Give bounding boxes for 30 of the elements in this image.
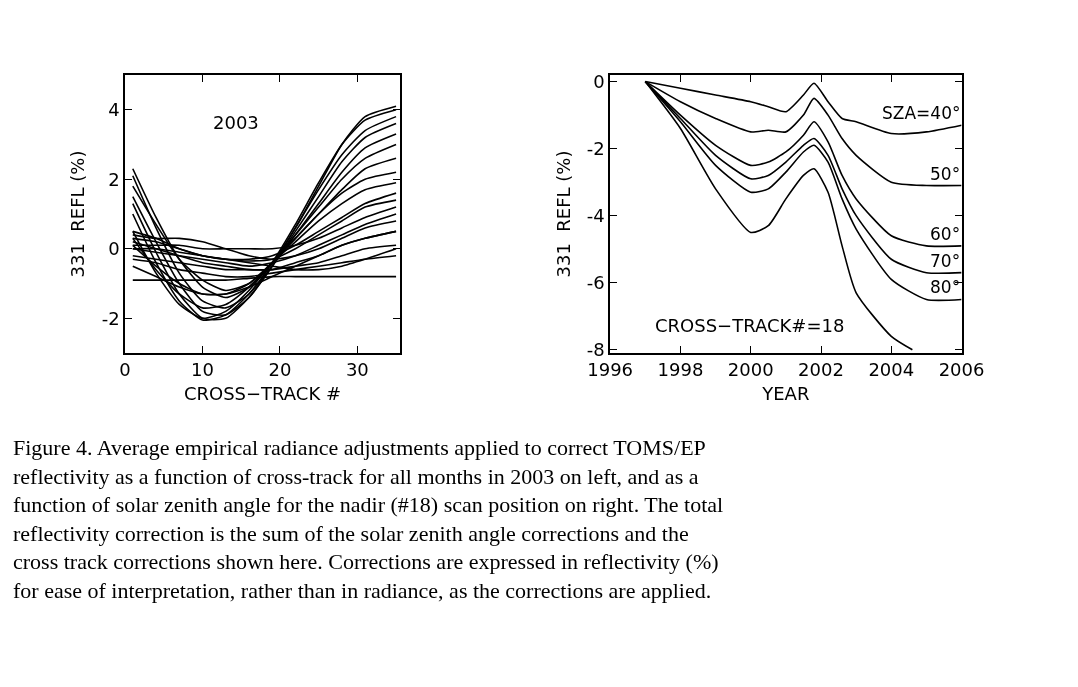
x-tick-label: 2004 (868, 359, 915, 381)
x-tick-label: 1998 (657, 359, 704, 381)
x-tick-label: 2002 (798, 359, 844, 381)
legend-label: 60° (930, 224, 961, 244)
annotation: 2003 (213, 112, 259, 133)
y-axis-title: 331 REFL (%) (67, 150, 89, 278)
x-tick-label: 30 (345, 359, 369, 381)
y-axis-title: 331 REFL (%) (552, 150, 574, 278)
x-tick-label: 10 (191, 359, 214, 381)
y-tick-label: 2 (108, 168, 120, 190)
y-tick-label: -4 (586, 204, 605, 226)
x-axis-title: YEAR (761, 383, 810, 405)
y-tick-label: -6 (586, 272, 605, 294)
y-tick-label: -2 (101, 307, 120, 329)
annotation: CROSS−TRACK#=18 (655, 315, 845, 336)
caption: Figure 4. Average empirical radiance adjustments applied to correct TOMS/EP reflectivity as a function of cross-track for all months in 2003 on left, and as a function of solar zenith angle for the nadir (#18) scan position on right. The total reflectivity correction is the sum of the solar zenith angle corrections and the cross track corrections shown here. Corrections are expressed in reflectivity (%) for ease of interpretation, rather than in radiance, as the corrections are applied. (13, 435, 724, 603)
y-tick-label: -8 (586, 339, 605, 361)
x-tick-label: 1996 (587, 359, 634, 381)
y-tick-label: -2 (586, 137, 605, 159)
y-tick-label: 4 (108, 98, 120, 120)
x-tick-label: 2000 (727, 359, 774, 381)
series-label: 70° (930, 251, 961, 271)
y-tick-label: 0 (108, 238, 120, 260)
legend-label: 80° (930, 277, 961, 297)
series-label: SZA=40° (882, 103, 961, 123)
legend-label: 50° (930, 164, 961, 184)
x-axis-title: CROSS−TRACK # (183, 383, 342, 405)
x-tick-label: 2006 (938, 359, 985, 381)
x-tick-label: 20 (268, 359, 292, 381)
y-tick-label: 0 (593, 70, 605, 92)
